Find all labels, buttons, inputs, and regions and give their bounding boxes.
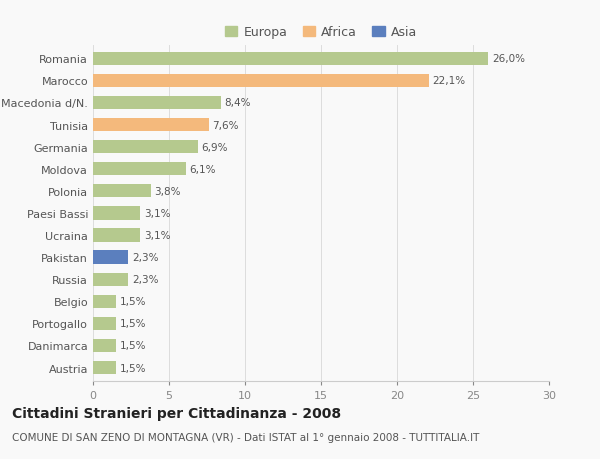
Bar: [93, 339, 116, 353]
Bar: [93, 361, 116, 375]
Text: 3,1%: 3,1%: [144, 230, 170, 241]
Text: 2,3%: 2,3%: [132, 252, 158, 263]
Text: 6,9%: 6,9%: [202, 142, 228, 152]
Bar: [93, 118, 209, 132]
Bar: [93, 207, 140, 220]
Text: 1,5%: 1,5%: [119, 363, 146, 373]
Text: 6,1%: 6,1%: [190, 164, 216, 174]
Bar: [93, 141, 198, 154]
Bar: [93, 96, 221, 110]
Bar: [93, 163, 186, 176]
Text: 26,0%: 26,0%: [492, 54, 525, 64]
Bar: [93, 52, 488, 66]
Text: 3,1%: 3,1%: [144, 208, 170, 218]
Text: 1,5%: 1,5%: [119, 297, 146, 307]
Bar: [93, 317, 116, 330]
Text: 3,8%: 3,8%: [155, 186, 181, 196]
Text: 1,5%: 1,5%: [119, 319, 146, 329]
Bar: [93, 229, 140, 242]
Text: Cittadini Stranieri per Cittadinanza - 2008: Cittadini Stranieri per Cittadinanza - 2…: [12, 406, 341, 420]
Text: 2,3%: 2,3%: [132, 274, 158, 285]
Legend: Europa, Africa, Asia: Europa, Africa, Asia: [223, 24, 419, 42]
Bar: [93, 295, 116, 308]
Text: 1,5%: 1,5%: [119, 341, 146, 351]
Bar: [93, 185, 151, 198]
Bar: [93, 74, 429, 88]
Bar: [93, 251, 128, 264]
Text: 8,4%: 8,4%: [224, 98, 251, 108]
Text: COMUNE DI SAN ZENO DI MONTAGNA (VR) - Dati ISTAT al 1° gennaio 2008 - TUTTITALIA: COMUNE DI SAN ZENO DI MONTAGNA (VR) - Da…: [12, 432, 479, 442]
Bar: [93, 273, 128, 286]
Text: 7,6%: 7,6%: [212, 120, 239, 130]
Text: 22,1%: 22,1%: [433, 76, 466, 86]
